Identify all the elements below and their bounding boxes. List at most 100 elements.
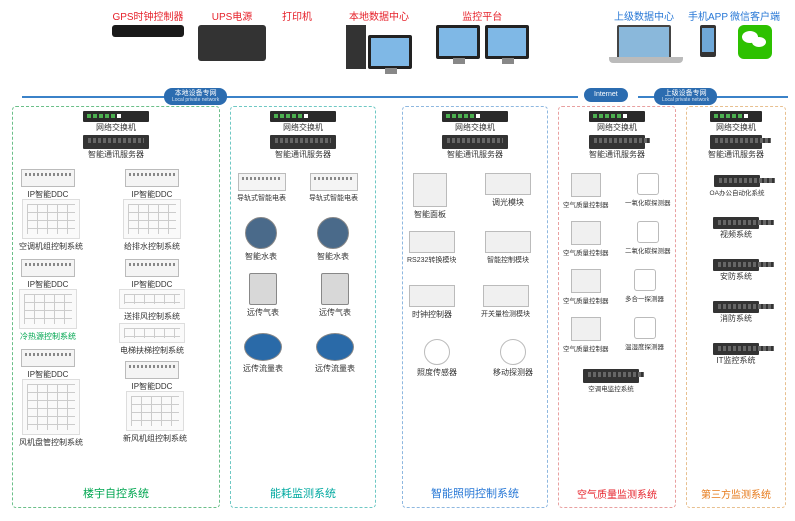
timer-icon — [409, 285, 455, 307]
server-label: 智能通讯服务器 — [231, 149, 375, 160]
rail-meter-2: 导轨式智能电表 — [309, 173, 358, 203]
switch-label: 网络交换机 — [559, 122, 675, 133]
panel-icon — [413, 173, 447, 207]
server-label: 智能通讯服务器 — [687, 149, 785, 160]
switchmon-icon — [483, 285, 529, 307]
oa-system: OA办公自动化系统 — [697, 173, 777, 197]
co-detector: 一氧化碳探测器 — [625, 173, 671, 207]
heating-label: 冷热源控制系统 — [19, 331, 77, 342]
bus-upper-zh: 上级设备专网 — [665, 90, 707, 97]
aqc-icon — [571, 221, 601, 245]
wechat-icon — [738, 25, 772, 59]
lighting-switch-block: 网络交换机 智能通讯服务器 — [403, 111, 547, 160]
monitor-icon — [368, 35, 412, 69]
bus-upper-en: Local private network — [662, 98, 709, 104]
smart-panel: 智能面板 — [413, 173, 447, 220]
watermeter-icon — [245, 217, 277, 249]
printer-label: 打印机 — [282, 8, 312, 23]
water-diagram-icon — [123, 199, 181, 239]
fresh-air: 送排风控制系统 — [119, 289, 185, 322]
gasmeter-icon — [249, 273, 277, 305]
server-icon — [270, 135, 336, 149]
switchmon-label: 开关量检测模块 — [481, 309, 530, 319]
rs232-icon — [409, 231, 455, 253]
ddc-icon — [125, 169, 179, 187]
aqc2-label: 空气质量控制器 — [563, 247, 609, 257]
switch-icon — [589, 111, 645, 122]
ip-ddc-3: IP智能DDC — [21, 259, 75, 290]
server-icon — [589, 135, 645, 149]
rs232-label: RS232转换模块 — [407, 255, 456, 265]
aqc-3: 空气质量控制器 — [563, 269, 609, 305]
multi-detector: 多合一探测器 — [625, 269, 664, 303]
ip-ddc-5: IP智能DDC — [21, 349, 75, 380]
railmeter-icon — [238, 173, 286, 191]
monitor-platform-label: 监控平台 — [436, 8, 529, 23]
elevator-diagram-icon — [119, 323, 185, 343]
water-meter-1: 智能水表 — [245, 217, 277, 262]
ddc-icon — [125, 259, 179, 277]
video-label: 视频系统 — [713, 229, 759, 240]
ups: UPS电源 — [198, 8, 266, 63]
water2-label: 智能水表 — [317, 251, 349, 262]
freshair-diagram-icon — [119, 289, 185, 309]
switch-icon — [710, 111, 762, 122]
motion-sensor: 移动探测器 — [493, 339, 533, 378]
server-label: 智能通讯服务器 — [13, 149, 219, 160]
elevator-system: 电梯扶梯控制系统 — [119, 323, 185, 356]
timer-label: 时钟控制器 — [409, 309, 455, 320]
aqc-2: 空气质量控制器 — [563, 221, 609, 257]
zone-building: 网络交换机 智能通讯服务器 IP智能DDC 空调机组控制系统 IP智能DDC 冷… — [12, 106, 220, 508]
bus-internet: Internet — [594, 91, 618, 98]
water1-label: 智能水表 — [245, 251, 277, 262]
gas1-label: 远传气表 — [247, 307, 279, 318]
ddc-icon — [21, 259, 75, 277]
rtmon-label: 空调电监控系统 — [583, 383, 639, 393]
server-icon — [710, 135, 762, 149]
bus-local-en: Local private network — [172, 98, 219, 104]
mobile-app: 手机APP — [688, 8, 728, 59]
gasmeter-icon — [321, 273, 349, 305]
local-datacenter: 本地数据中心 — [346, 8, 412, 69]
aqc-1: 空气质量控制器 — [563, 173, 609, 209]
newair-diagram-icon — [126, 391, 184, 431]
wechat-label: 微信客户端 — [730, 8, 780, 23]
railmeter-icon — [310, 173, 358, 191]
server-icon — [83, 135, 149, 149]
oa-icon — [714, 175, 760, 187]
timer-ctrl: 时钟控制器 — [409, 285, 455, 320]
internet-label: Internet — [584, 88, 628, 102]
monitor-platform: 监控平台 — [436, 8, 529, 61]
oa-label: OA办公自动化系统 — [697, 187, 777, 197]
fire-icon — [713, 301, 759, 313]
switch-icon — [270, 111, 336, 122]
gps-label: GPS时钟控制器 — [112, 8, 184, 23]
hvac-system: 空调机组控制系统 — [19, 199, 83, 252]
co-icon — [637, 173, 659, 195]
ip-ddc-1: IP智能DDC — [21, 169, 75, 200]
watermeter-icon — [317, 217, 349, 249]
video-icon — [713, 217, 759, 229]
fire-system: 消防系统 — [713, 299, 759, 324]
multi-icon — [634, 269, 656, 291]
heating-system: 冷热源控制系统 — [19, 289, 77, 342]
flowmeter-icon — [316, 333, 354, 361]
ups-device-icon — [198, 25, 266, 61]
air-switch-block: 网络交换机 智能通讯服务器 — [559, 111, 675, 160]
aqc4-label: 空气质量控制器 — [563, 343, 609, 353]
mobile-label: 手机APP — [688, 8, 728, 23]
server-icon — [442, 135, 508, 149]
fire-label: 消防系统 — [713, 313, 759, 324]
third-switch-block: 网络交换机 智能通讯服务器 — [687, 111, 785, 160]
heating-diagram-icon — [19, 289, 77, 329]
aqc-icon — [571, 317, 601, 341]
dimmer-module: 调光模块 — [485, 173, 531, 208]
tower-icon — [346, 25, 366, 69]
temp-detector: 温湿度探测器 — [625, 317, 664, 351]
it-icon — [713, 343, 759, 355]
flow2-label: 远传流量表 — [315, 363, 355, 374]
fancoil-label: 风机盘管控制系统 — [19, 437, 83, 448]
rail-meter-1: 导轨式智能电表 — [237, 173, 286, 203]
temp-label: 温湿度探测器 — [625, 341, 664, 351]
printer: 打印机 — [282, 8, 312, 25]
